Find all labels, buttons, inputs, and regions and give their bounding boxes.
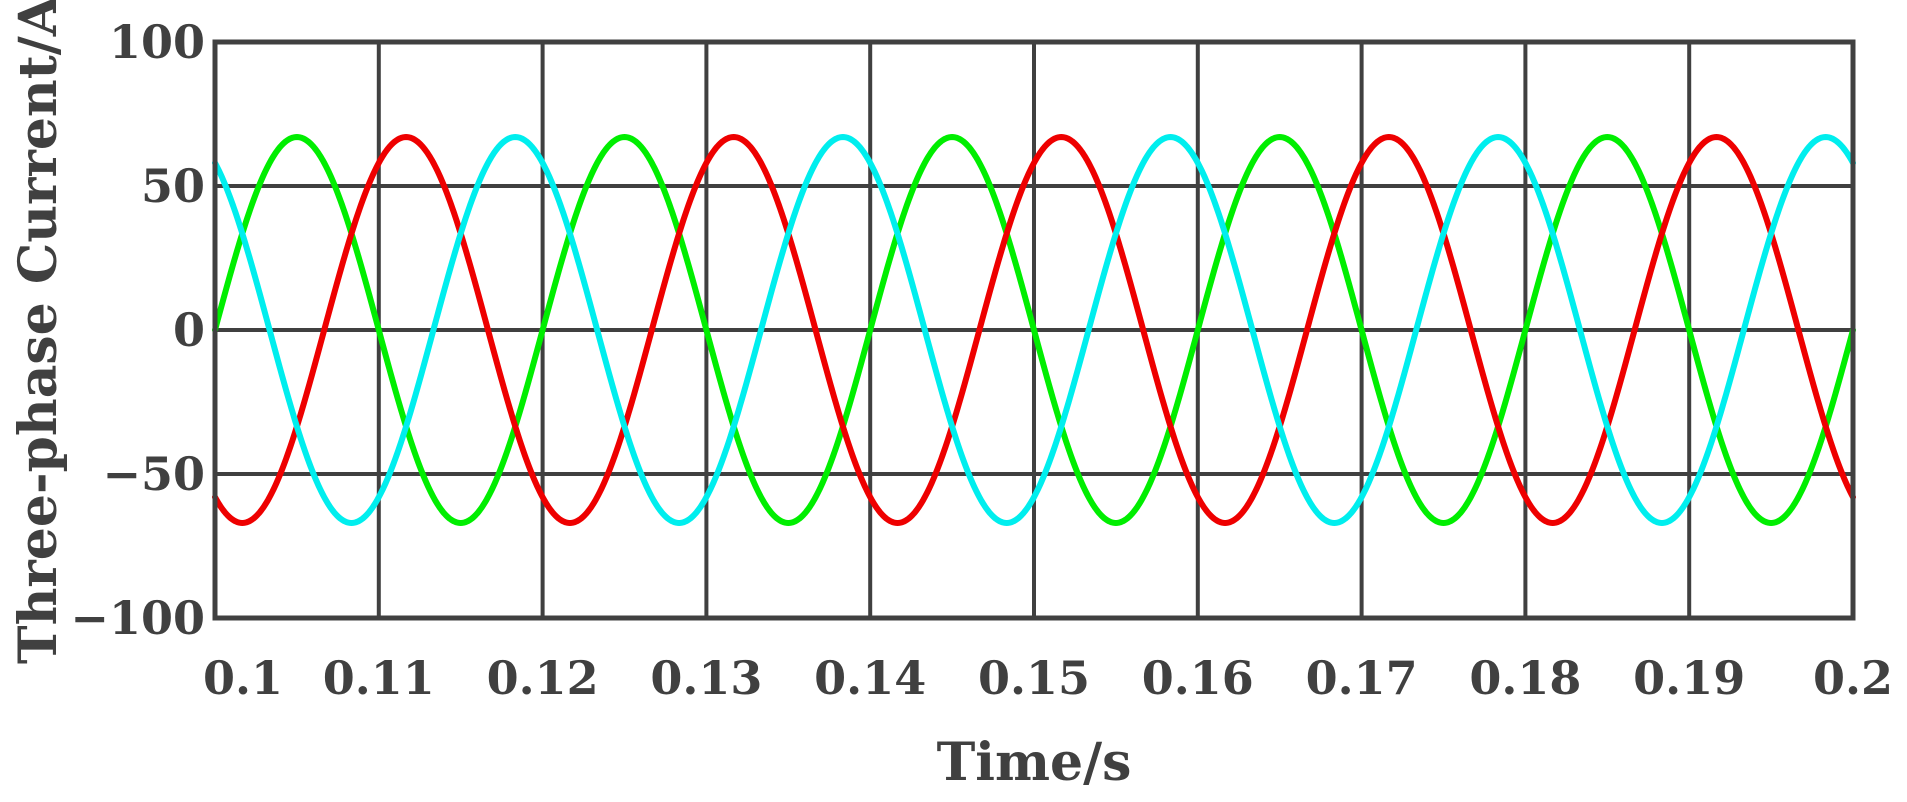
x-tick-label: 0.13: [650, 651, 762, 705]
y-tick-label: 50: [141, 159, 205, 213]
x-tick-label: 0.1: [203, 651, 283, 705]
x-tick-label: 0.15: [978, 651, 1090, 705]
x-tick-label: 0.2: [1813, 651, 1893, 705]
x-tick-label: 0.11: [323, 651, 435, 705]
x-tick-labels: 0.1 0.11 0.12 0.13 0.14 0.15 0.16 0.17 0.18 0.19 0…: [203, 651, 1893, 705]
x-tick-label: 0.17: [1306, 651, 1418, 705]
series-line-1: [212, 134, 1856, 526]
y-tick-label: 0: [173, 303, 205, 357]
plot-frame: [212, 39, 1856, 621]
series-line-3: [212, 134, 1856, 526]
y-tick-label: 100: [109, 15, 205, 69]
y-tick-labels: −100 −50 0 50 100: [70, 15, 205, 645]
x-tick-label: 0.18: [1469, 651, 1581, 705]
y-tick-label: −100: [70, 591, 205, 645]
y-axis-title: Three-phase Current/A: [8, 0, 69, 664]
y-tick-label: −50: [102, 447, 205, 501]
series-layer: [212, 134, 1856, 526]
x-tick-label: 0.16: [1142, 651, 1254, 705]
x-axis-title: Time/s: [937, 732, 1132, 793]
x-tick-label: 0.12: [487, 651, 599, 705]
x-tick-label: 0.14: [814, 651, 926, 705]
x-tick-label: 0.19: [1633, 651, 1745, 705]
series-line-2: [212, 134, 1856, 526]
